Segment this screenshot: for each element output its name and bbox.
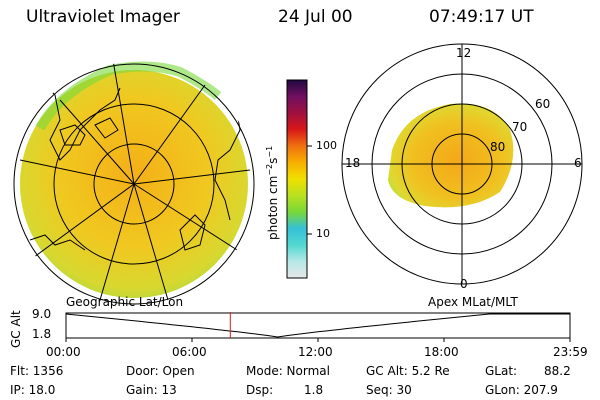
colorbar	[286, 79, 312, 279]
info-dsp-label: Dsp:	[246, 383, 274, 397]
mlt-label-0: 0	[460, 277, 468, 291]
orbit-ytick-9: 9.0	[32, 307, 52, 321]
colorbar-label-10: 10	[316, 227, 330, 240]
info-seq: Seq: 30	[366, 383, 412, 397]
geographic-caption: Geographic Lat/Lon	[66, 295, 184, 309]
mlat-label-60: 60	[535, 97, 551, 111]
orbit-x-ticks	[65, 338, 571, 342]
info-ip: IP: 18.0	[10, 383, 56, 397]
orbit-altitude-curve	[65, 313, 570, 338]
mlt-label-12: 12	[456, 46, 472, 60]
orbit-xtick-6: 06:00	[172, 345, 207, 359]
orbit-ytick-1.8: 1.8	[32, 327, 52, 341]
geographic-image-panel	[13, 61, 255, 305]
geo-grid	[13, 62, 255, 305]
colorbar-strip	[286, 79, 308, 279]
info-gcalt: GC Alt: 5.2 Re	[366, 364, 450, 378]
polar-grid	[341, 43, 583, 285]
mlt-label-6: 6	[574, 156, 582, 170]
mlat-label-70: 70	[512, 120, 528, 134]
orbit-xtick-18: 18:00	[424, 345, 459, 359]
colorbar-unit-label: photon cm−2s−1	[265, 145, 280, 240]
orbit-plot	[65, 312, 571, 342]
info-glat-label: GLat:	[485, 364, 518, 378]
mlat-label-80: 80	[490, 140, 506, 154]
orbit-xtick-end: 23:59	[553, 345, 588, 359]
info-gain: Gain: 13	[126, 383, 177, 397]
date-label: 24 Jul 00	[278, 7, 353, 27]
mlt-label-18: 18	[345, 156, 361, 170]
orbit-xtick-0: 00:00	[46, 345, 81, 359]
info-glat-value: 88.2	[544, 364, 571, 378]
orbit-plot-frame	[65, 312, 571, 339]
info-flt: Flt: 1356	[10, 364, 64, 378]
info-mode: Mode: Normal	[246, 364, 330, 378]
time-label: 07:49:17 UT	[429, 7, 534, 27]
info-dsp-value: 1.8	[304, 383, 324, 397]
apex-polar-panel	[341, 43, 583, 285]
orbit-ylabel: GC Alt	[9, 310, 23, 348]
apex-caption: Apex MLat/MLT	[428, 295, 518, 309]
colorbar-label-100: 100	[316, 139, 337, 152]
orbit-xtick-12: 12:00	[298, 345, 333, 359]
auroral-oval	[388, 103, 514, 208]
info-door: Door: Open	[126, 364, 195, 378]
app-title: Ultraviolet Imager	[26, 7, 180, 27]
info-glon: GLon: 207.9	[485, 383, 558, 397]
